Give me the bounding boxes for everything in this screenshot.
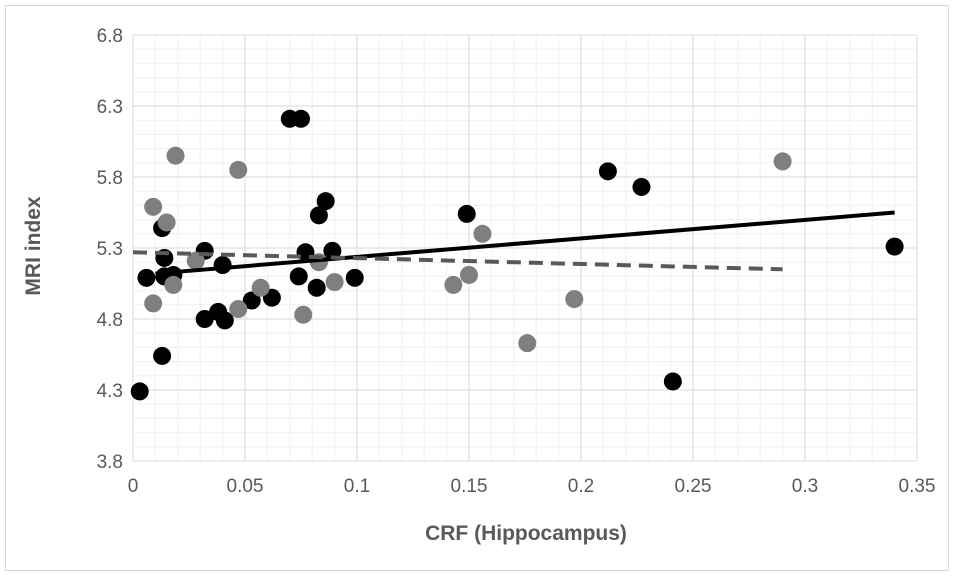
data-point (137, 268, 156, 287)
data-point (215, 311, 234, 330)
data-point (251, 278, 270, 297)
chart-area (5, 5, 949, 571)
x-tick-label: 0.05 (227, 476, 264, 497)
x-tick-label: 0 (128, 476, 139, 497)
y-tick-label: 6.8 (97, 26, 123, 47)
data-point (598, 162, 617, 181)
data-point (242, 291, 261, 310)
data-point (345, 268, 364, 287)
data-point (144, 197, 163, 216)
data-point (518, 334, 537, 353)
data-point (323, 241, 342, 260)
trendlines (132, 210, 895, 276)
data-point (164, 275, 183, 294)
x-tick-label: 0.1 (344, 476, 370, 497)
data-point (144, 294, 163, 313)
x-tick-label: 0.15 (451, 476, 488, 497)
x-tick-label: 0.3 (792, 476, 818, 497)
x-axis-tick-labels: 0 0.05 0.1 0.15 0.2 0.25 0.3 0.35 (128, 476, 936, 497)
data-point (565, 290, 584, 309)
data-point (473, 224, 492, 243)
trendline-solid (155, 210, 895, 276)
y-tick-label: 5.3 (97, 239, 123, 260)
y-tick-label: 6.3 (97, 97, 123, 118)
data-point (130, 382, 149, 401)
data-point (289, 267, 308, 286)
data-point (632, 177, 651, 196)
y-tick-label: 5.8 (97, 168, 123, 189)
data-point (309, 206, 328, 225)
data-point (307, 278, 326, 297)
y-tick-label: 4.8 (97, 310, 123, 331)
x-tick-label: 0.25 (675, 476, 712, 497)
data-point (460, 265, 478, 284)
x-tick-label: 0.35 (899, 476, 936, 497)
data-point (294, 305, 313, 324)
y-tick-label: 3.8 (97, 452, 123, 473)
data-point (153, 346, 172, 365)
data-point (157, 213, 176, 232)
y-tick-label: 4.3 (97, 381, 123, 402)
data-point (885, 237, 904, 256)
data-point (444, 275, 463, 294)
trendline-dashed (132, 250, 783, 272)
data-point (316, 192, 335, 211)
data-point (195, 310, 214, 328)
y-axis-tick-labels: 3.8 4.3 4.8 5.3 5.8 6.3 6.8 (97, 26, 123, 473)
data-point (213, 256, 232, 275)
data-point (229, 300, 248, 319)
data-point (325, 273, 344, 292)
data-point (773, 152, 792, 171)
x-axis-title: CRF (Hippocampus) (425, 522, 627, 545)
data-point (457, 204, 476, 223)
major-gridlines (132, 34, 918, 462)
data-points (130, 109, 904, 401)
x-tick-label: 0.2 (568, 476, 594, 497)
data-point (186, 251, 205, 270)
data-point (663, 372, 682, 391)
data-point (166, 146, 185, 165)
data-point (229, 160, 248, 179)
data-point (292, 109, 310, 128)
y-axis-title: MRI index (22, 196, 45, 295)
